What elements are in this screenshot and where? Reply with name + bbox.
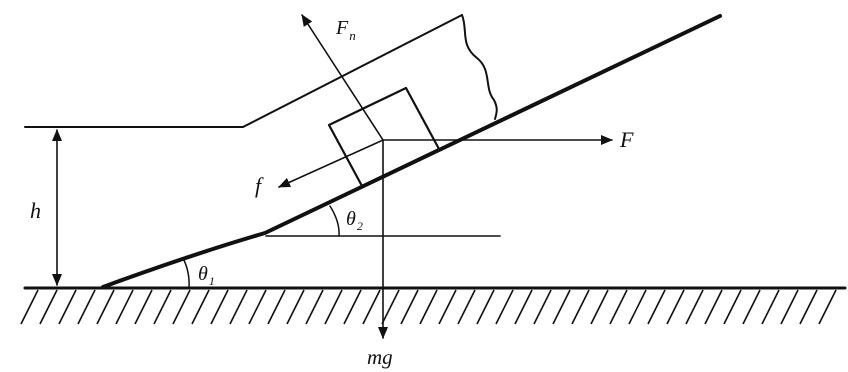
hatch-stroke (362, 289, 381, 325)
hatch-stroke (609, 289, 628, 325)
normal-force-label: Fn (335, 17, 356, 43)
ground-hatching (20, 289, 837, 325)
hatch-stroke (457, 289, 476, 325)
hatch-stroke (628, 289, 647, 325)
friction-force-arrow (278, 139, 384, 188)
hatch-stroke (153, 289, 172, 325)
applied-force-label: F (619, 127, 634, 152)
hatch-stroke (590, 289, 609, 325)
hatch-stroke (742, 289, 761, 325)
hatch-stroke (286, 289, 305, 325)
friction-label: f (255, 173, 264, 198)
hatch-stroke (172, 289, 191, 325)
hatch-stroke (723, 289, 742, 325)
hatch-stroke (685, 289, 704, 325)
hatch-stroke (20, 289, 39, 325)
hatch-stroke (324, 289, 343, 325)
hatch-stroke (134, 289, 153, 325)
hatch-stroke (514, 289, 533, 325)
hatch-stroke (438, 289, 457, 325)
hatch-stroke (381, 289, 400, 325)
hatch-stroke (400, 289, 419, 325)
block (327, 86, 441, 188)
hatch-stroke (248, 289, 267, 325)
height-label: h (30, 198, 41, 223)
hatch-stroke (476, 289, 495, 325)
hatch-stroke (39, 289, 58, 325)
hatch-stroke (267, 289, 286, 325)
hatch-stroke (495, 289, 514, 325)
angle-arc-theta1 (182, 257, 190, 289)
hatch-stroke (210, 289, 229, 325)
hatch-stroke (533, 289, 552, 325)
hatch-stroke (571, 289, 590, 325)
hatch-stroke (305, 289, 324, 325)
hatch-stroke (419, 289, 438, 325)
upper-surface (24, 14, 463, 128)
hatch-stroke (552, 289, 571, 325)
hatch-stroke (799, 289, 818, 325)
hatch-stroke (780, 289, 799, 325)
cut-edge (461, 14, 498, 120)
hatch-stroke (77, 289, 96, 325)
hatch-stroke (191, 289, 210, 325)
hatch-stroke (343, 289, 362, 325)
hatch-stroke (58, 289, 77, 325)
hatch-stroke (647, 289, 666, 325)
hatch-stroke (96, 289, 115, 325)
weight-label: mg (367, 345, 393, 369)
hatch-stroke (115, 289, 134, 325)
hatch-stroke (818, 289, 837, 325)
hatch-stroke (229, 289, 248, 325)
hatch-stroke (666, 289, 685, 325)
incline-slope (101, 14, 722, 289)
hatch-stroke (761, 289, 780, 325)
theta1-label: θ1 (198, 263, 215, 288)
hatch-stroke (704, 289, 723, 325)
normal-force-arrow (301, 14, 384, 141)
theta2-label: θ2 (346, 208, 363, 233)
angle-arc-theta2 (329, 205, 340, 237)
